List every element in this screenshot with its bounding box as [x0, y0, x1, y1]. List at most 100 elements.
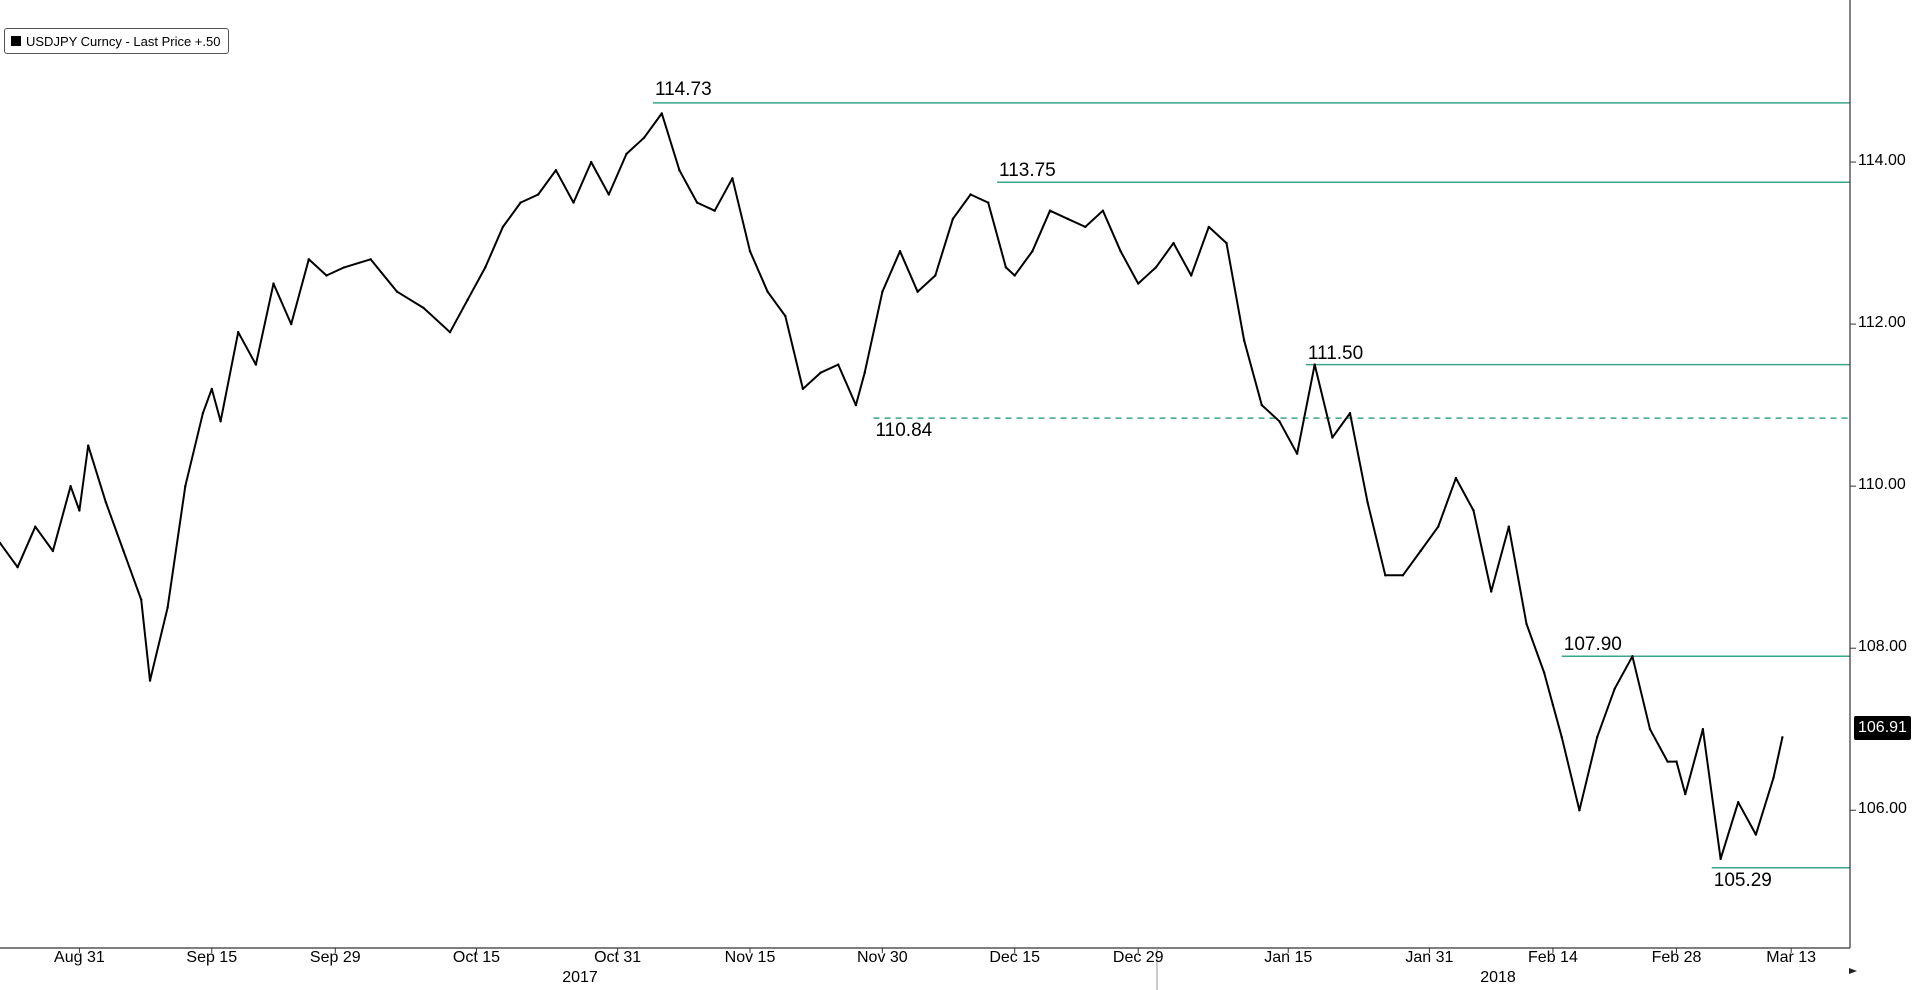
series-point	[731, 177, 734, 180]
y-tick-label: 108.00	[1858, 638, 1907, 656]
x-tick-label: Nov 30	[856, 949, 908, 966]
series-point	[1507, 525, 1511, 528]
series-point	[1207, 225, 1211, 229]
x-tick-label: Sep 29	[309, 949, 361, 966]
level-label: 110.84	[875, 420, 933, 442]
series-point	[554, 169, 558, 172]
level-label: 105.29	[1713, 869, 1772, 891]
series-point	[607, 193, 610, 196]
series-point	[1190, 274, 1193, 277]
level-lines	[652, 102, 1850, 869]
x-tick-label: Feb 14	[1528, 949, 1578, 966]
series-point	[801, 387, 805, 391]
series-point	[784, 314, 787, 318]
x-tick-label: Dec 15	[989, 949, 1041, 966]
x-tick-label: Jan 15	[1264, 949, 1313, 966]
series-point	[1331, 436, 1334, 439]
series-point	[201, 412, 205, 415]
series-layer	[0, 112, 1784, 861]
series-point	[1490, 590, 1493, 593]
series-point	[369, 258, 372, 261]
series-point	[1719, 857, 1722, 861]
series-point	[1384, 574, 1387, 577]
y-tick-marks	[1850, 161, 1856, 811]
year-label: 2017	[562, 969, 598, 986]
series-point	[1278, 420, 1281, 423]
series-point	[695, 201, 699, 204]
series-point	[1013, 274, 1016, 277]
x-tick-label: Oct 15	[452, 949, 501, 966]
series-point	[819, 371, 822, 374]
series-point	[642, 136, 646, 139]
series-point	[166, 606, 169, 609]
y-tick-label: 106.00	[1858, 800, 1907, 818]
series-point	[122, 549, 125, 553]
series-point	[1313, 363, 1316, 366]
series-point	[148, 679, 152, 682]
series-point	[625, 152, 628, 156]
series-point	[140, 598, 143, 601]
series-point	[1737, 801, 1740, 804]
level-label: 107.90	[1563, 634, 1622, 656]
y-tick-label: 110.00	[1858, 476, 1906, 494]
x-tick-label: Sep 15	[186, 949, 238, 966]
series-point	[1419, 549, 1422, 553]
series-point	[863, 371, 866, 374]
x-tick-label: Feb 28	[1651, 949, 1702, 966]
series-point	[448, 331, 452, 334]
series-point	[1560, 736, 1564, 739]
series-point	[951, 217, 955, 220]
series-point	[484, 266, 487, 269]
series-point	[0, 541, 2, 545]
series-point	[1595, 736, 1599, 739]
series-point	[916, 290, 919, 293]
series-point	[537, 193, 540, 196]
x-tick-label: Mar 13	[1766, 949, 1817, 966]
series-point	[325, 274, 328, 277]
series-point	[342, 266, 346, 269]
series-point	[272, 282, 275, 285]
series-point	[1648, 728, 1652, 731]
series-point	[969, 193, 972, 196]
year-label: 2018	[1480, 969, 1516, 986]
series-point	[290, 322, 293, 326]
series-point	[1454, 476, 1458, 480]
series-point	[854, 403, 858, 407]
series-point	[1631, 655, 1634, 658]
x-tick-label: Jan 31	[1405, 949, 1454, 966]
series-point	[237, 331, 240, 334]
x-tick-label: Aug 31	[54, 949, 105, 966]
series-point	[1348, 412, 1352, 415]
series-point	[837, 363, 840, 366]
series-point	[69, 485, 72, 488]
series-point	[660, 112, 663, 115]
series-point	[1472, 509, 1475, 512]
series-point	[766, 290, 769, 293]
series-point	[898, 250, 902, 253]
x-tick-marks	[78, 948, 1792, 953]
scroll-right-icon[interactable]	[1849, 968, 1857, 974]
series-point	[395, 290, 399, 293]
series-point	[184, 485, 187, 488]
series-point	[1225, 241, 1228, 245]
series-point	[1366, 501, 1369, 504]
x-tick-label: Nov 15	[724, 949, 776, 966]
legend-swatch	[11, 36, 21, 46]
series-point	[1048, 209, 1052, 212]
x-tick-label: Oct 31	[594, 949, 642, 966]
series-point	[1781, 736, 1784, 739]
legend-label: USDJPY Curncy - Last Price +.50	[26, 33, 221, 49]
series-point	[934, 274, 937, 277]
series-point	[572, 201, 575, 204]
y-tick-label: 114.00	[1858, 152, 1906, 170]
series-point	[748, 250, 752, 253]
series-point	[590, 160, 593, 164]
y-tick-label: 112.00	[1858, 314, 1906, 332]
series-point	[51, 549, 55, 553]
series-point	[210, 387, 213, 391]
series-point	[1295, 452, 1299, 455]
series-point	[16, 566, 19, 569]
series-point	[1666, 760, 1669, 763]
series-point	[34, 525, 37, 528]
